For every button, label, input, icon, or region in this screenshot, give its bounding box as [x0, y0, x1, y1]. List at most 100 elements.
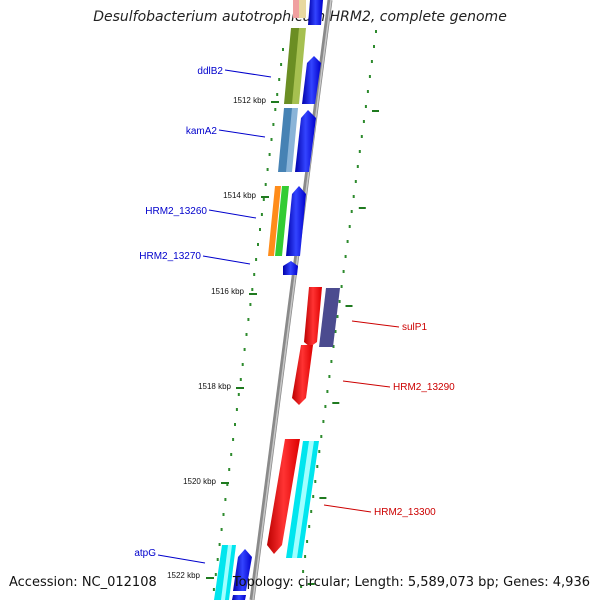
- gc-dot: [235, 408, 238, 411]
- gc-dot: [334, 330, 337, 333]
- kbp-ticks: [206, 101, 279, 579]
- cog-bar-kama2-light: [286, 108, 298, 172]
- gc-dot: [216, 558, 219, 561]
- gc-dot: [316, 465, 319, 468]
- kbp-label-1514: 1514 kbp: [223, 191, 256, 200]
- gc-dot: [322, 420, 325, 423]
- kbp-label-1518: 1518 kbp: [198, 382, 231, 391]
- gc-dot: [276, 93, 279, 96]
- feature-top-tan: [299, 0, 306, 18]
- gc-dot: [264, 183, 267, 186]
- gc-tick: [319, 497, 327, 499]
- gc-dot: [352, 195, 355, 198]
- gc-dot: [320, 435, 323, 438]
- gc-dot: [330, 360, 333, 363]
- kbp-label-1512: 1512 kbp: [233, 96, 266, 105]
- cds-arrow-hrm2-13300: [267, 439, 300, 554]
- gc-dot: [278, 78, 281, 81]
- gc-dot: [366, 90, 369, 93]
- gc-dot: [373, 45, 375, 48]
- gc-dot: [375, 30, 377, 33]
- leader-kama2: [218, 129, 266, 138]
- leader-atpg: [157, 554, 206, 564]
- gc-dot: [340, 285, 343, 288]
- gc-dot: [370, 60, 373, 63]
- gc-dot: [247, 318, 250, 321]
- gc-dot: [308, 525, 311, 528]
- cog-bar-ddlb2-light: [292, 28, 306, 104]
- gc-dot: [253, 273, 256, 276]
- cds-arrow-hrm2-13270: [283, 261, 298, 275]
- gene-label-atpg: atpG: [134, 548, 156, 559]
- cog-bar-hrm2-13260-green: [275, 186, 289, 256]
- gene-label-sulp1: sulP1: [402, 322, 427, 333]
- gc-dot: [226, 483, 229, 486]
- kbp-tick-mark: [206, 577, 214, 579]
- gc-dot: [280, 63, 283, 66]
- gc-dot: [354, 180, 357, 183]
- gene-label-hrm2-13290: HRM2_13290: [393, 382, 455, 393]
- gene-label-hrm2-13260: HRM2_13260: [145, 206, 207, 217]
- gene-label-hrm2-13300: HRM2_13300: [374, 507, 436, 518]
- gc-dot: [228, 468, 231, 471]
- gc-dot: [356, 165, 359, 168]
- gc-dot: [324, 405, 327, 408]
- cog-bar-hrm2-13260-orange: [268, 186, 281, 256]
- gc-dot: [239, 378, 242, 381]
- gc-dot: [260, 213, 263, 216]
- gc-dot: [237, 393, 240, 396]
- gc-dot: [218, 543, 221, 546]
- gc-dot: [348, 225, 351, 228]
- gc-dot: [268, 153, 271, 156]
- gc-dot: [266, 168, 269, 171]
- gc-dot: [362, 120, 365, 123]
- gene-label-kama2: kamA2: [186, 126, 218, 137]
- genome-backbone-highlight: [252, 0, 332, 600]
- kbp-tick-mark: [221, 482, 229, 484]
- gc-dot: [245, 333, 248, 336]
- kbp-label-1520: 1520 kbp: [183, 477, 216, 486]
- leader-hrm2-13290: [342, 380, 391, 388]
- gc-tick: [372, 110, 379, 112]
- gc-dot: [336, 315, 339, 318]
- gc-dot: [255, 258, 258, 261]
- gc-dot: [259, 228, 261, 231]
- gc-dot: [358, 150, 361, 153]
- cds-arrow-ddlb2: [302, 56, 321, 104]
- gc-dot: [251, 288, 254, 291]
- gc-dot: [344, 255, 347, 258]
- gc-dot: [234, 423, 236, 426]
- gc-dot: [222, 513, 225, 516]
- gc-dot: [282, 48, 284, 51]
- gc-dot: [360, 135, 363, 138]
- kbp-tick-mark: [236, 387, 244, 389]
- gc-dot: [314, 480, 317, 483]
- gc-dot: [304, 555, 307, 558]
- gc-dot: [257, 243, 259, 246]
- leader-sulp1: [351, 320, 400, 328]
- gene-leader-lines: [157, 69, 400, 564]
- gc-dot: [342, 270, 345, 273]
- cds-arrow-hrm2-13290: [292, 345, 313, 405]
- gc-dot: [232, 438, 235, 441]
- cog-bar-hrm2-13300-light: [292, 441, 314, 558]
- kbp-tick-mark: [271, 101, 279, 103]
- cog-bar-sulp1: [319, 288, 340, 347]
- gc-dot: [364, 105, 367, 108]
- gc-dot: [300, 585, 303, 588]
- kbp-tick-mark: [249, 293, 257, 295]
- gc-dot: [230, 453, 233, 456]
- summary-text: Topology: circular; Length: 5,589,073 bp…: [232, 575, 590, 590]
- accession-text: Accession: NC_012108: [9, 575, 157, 590]
- kbp-tick-mark: [261, 196, 269, 198]
- gc-dot: [346, 240, 349, 243]
- gc-dot: [310, 510, 313, 513]
- gc-dot: [338, 300, 341, 303]
- cds-arrow-atpg: [233, 549, 252, 591]
- gc-dot: [249, 303, 252, 306]
- leader-hrm2-13270: [202, 255, 251, 265]
- gene-label-hrm2-13270: HRM2_13270: [139, 251, 201, 262]
- gc-dot: [220, 528, 223, 531]
- gc-content-dots: [212, 30, 379, 591]
